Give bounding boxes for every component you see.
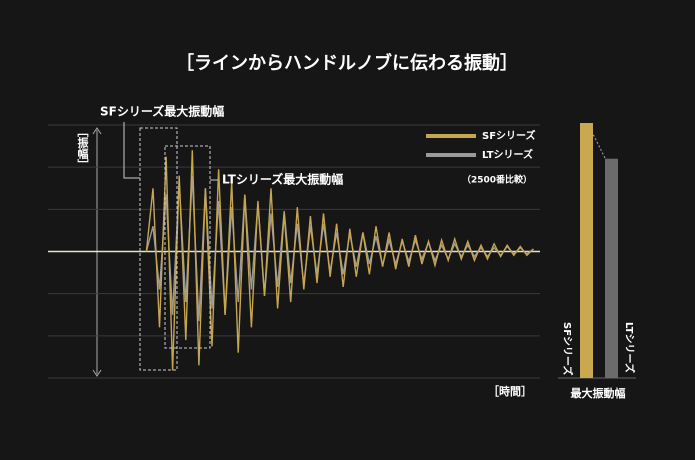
y-arrow-heads	[92, 127, 102, 377]
legend-label: SFシリーズ	[482, 129, 536, 142]
bar	[605, 158, 618, 378]
y-axis-label: ［振幅］	[76, 126, 89, 170]
sf-range-box	[139, 127, 178, 371]
bar-label: LTシリーズ	[623, 322, 636, 373]
annotation: SFシリーズ最大振動幅	[100, 104, 224, 119]
note: （2500番比較）	[462, 174, 532, 186]
lt-range-box	[164, 145, 211, 349]
legend-label: LTシリーズ	[482, 148, 533, 161]
x-axis-label: 最大振動幅	[571, 386, 626, 400]
bar-label: SFシリーズ	[561, 322, 574, 376]
sf-leader	[123, 122, 140, 179]
bar	[580, 123, 593, 378]
chart-title: ［ラインからハンドルノブに伝わる振動］	[176, 52, 518, 74]
series-line	[145, 150, 534, 371]
annotation: LTシリーズ最大振動幅	[222, 172, 343, 187]
x-axis-label: ［時間］	[488, 384, 532, 398]
